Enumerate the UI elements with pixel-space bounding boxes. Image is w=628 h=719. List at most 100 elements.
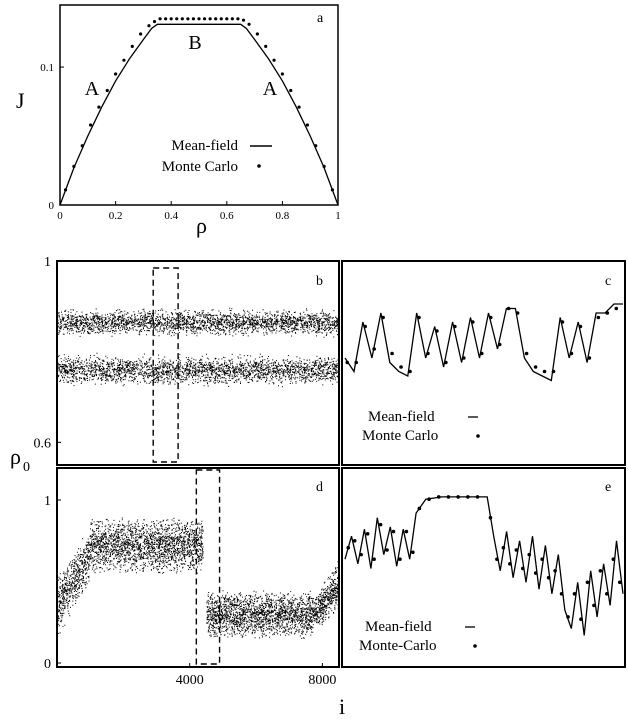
panel-d-x-tick-label: 8000 [308,673,336,688]
panel-a-point-monte-carlo [191,17,196,21]
panel-c-point-monte-carlo [408,369,412,374]
panel-a-x-tick-label: 0.2 [109,210,123,222]
panel-a-point-monte-carlo [164,17,168,21]
panel-e-legend-label: Monte-Carlo [359,638,436,654]
panel-e-point-monte-carlo [352,538,357,543]
panel-d-zoom-window [195,469,221,665]
panel-a-frame [59,4,339,206]
panel-a-point-monte-carlo [280,72,284,76]
panel-c-point-monte-carlo [542,369,547,374]
panel-e-point-monte-carlo [446,495,451,499]
panel-c-point-monte-carlo [578,324,583,329]
panel-c-point-monte-carlo [533,365,538,369]
panel-a-point-monte-carlo [158,17,162,21]
panel-d-y-tick-label: 1 [44,494,51,509]
panel-e-point-monte-carlo [579,617,583,622]
panel-c-legend-swatch-dot [476,434,480,438]
panel-a-x-tick-label: 0.4 [164,210,178,222]
panel-c-point-monte-carlo [354,360,359,365]
y-axis-title-bottom: ρ [10,444,21,469]
panel-e-point-monte-carlo [378,522,383,527]
panel-c-point-monte-carlo [435,329,439,333]
panel-c-point-monte-carlo [479,351,484,356]
panel-c-point-monte-carlo [488,315,493,320]
panel-d-scatter-points [57,517,340,639]
panel-b-y-tick-label: 1 [44,255,51,270]
panel-c-plot: Mean-field Monte Carlo [344,303,623,444]
panel-e-point-monte-carlo [605,592,609,596]
panel-c-series-mean-field [344,303,623,382]
panel-a-point-monte-carlo [147,24,151,28]
panel-e-point-monte-carlo [533,571,538,575]
panel-c-point-monte-carlo [444,360,448,365]
panel-a-point-monte-carlo [114,72,118,76]
panel-c-point-monte-carlo [470,320,475,324]
panel-c-point-monte-carlo [560,320,565,324]
panel-e-point-monte-carlo [398,557,402,562]
panel-a-x-tick-label: 0 [57,210,63,222]
panel-a-point-monte-carlo [241,18,246,22]
panel-c-legend-label: Mean-field [368,409,435,425]
panel-e-legend-label: Mean-field [365,619,432,635]
panel-e-point-monte-carlo [346,545,351,550]
panel-b-zoom-window [152,267,179,463]
panel-e-point-monte-carlo [559,592,564,596]
panel-e-point-monte-carlo [427,497,431,502]
panel-a-y-tick-label: 0 [49,200,55,212]
panel-a-point-monte-carlo [80,144,84,148]
panel-a-y-tick-label: 0.1 [40,62,54,74]
panel-e-point-monte-carlo [417,506,422,511]
panel-c-point-monte-carlo [605,311,610,315]
y-axis-title-top: J [16,88,25,113]
panel-c-point-monte-carlo [587,356,592,360]
panel-a-point-monte-carlo [202,17,207,21]
panel-d-x-tick-label: 4000 [176,673,204,688]
panel-a-point-monte-carlo [330,188,335,192]
panel-a-legend-label: Mean-field [171,138,238,154]
panel-c-point-monte-carlo [399,365,403,369]
panel-a-point-monte-carlo [272,58,276,62]
panel-label-e: e [605,480,611,495]
panel-a-point-monte-carlo [197,17,201,21]
panel-label-c: c [605,274,611,289]
panel-label-a: a [317,11,324,26]
panel-e-point-monte-carlo [527,552,532,557]
panel-e-point-monte-carlo [553,568,557,573]
panel-c-point-monte-carlo [614,306,619,311]
panel-e-point-monte-carlo [585,580,590,585]
panel-label-d: d [316,480,323,495]
panel-e-frame [341,467,626,668]
panel-e-point-monte-carlo [592,603,596,608]
panel-e-plot: Mean-field Monte-Carlo [344,495,624,654]
panel-e-point-monte-carlo [466,495,470,499]
panel-e-point-monte-carlo [411,550,415,555]
panel-a-point-monte-carlo [214,17,218,21]
panel-c-point-monte-carlo [497,342,502,347]
panel-e-point-monte-carlo [566,615,570,619]
panel-e-point-monte-carlo [508,562,512,566]
panel-e-point-monte-carlo [540,557,544,562]
panel-e-point-monte-carlo [391,529,396,534]
panel-a-legend-label: Monte Carlo [162,159,238,175]
panel-c-point-monte-carlo [453,324,457,329]
panel-c-point-monte-carlo [363,324,367,329]
panel-e-point-monte-carlo [359,552,363,557]
panel-a-annotation: A [85,78,100,100]
panel-d-frame [56,467,340,668]
panel-c-point-monte-carlo [390,351,394,356]
panel-a-point-monte-carlo [289,88,293,93]
panel-e-point-monte-carlo [520,566,525,571]
panel-e-point-monte-carlo [611,557,616,562]
panel-a-point-monte-carlo [297,105,301,109]
y-axis-title-bottom-sub: 0 [23,460,30,475]
panel-a-point-monte-carlo [139,32,143,36]
panel-a-point-monte-carlo [130,44,134,48]
panel-e-point-monte-carlo [385,548,389,552]
panel-a-point-monte-carlo [105,88,109,93]
panel-a-point-monte-carlo [255,32,259,36]
panel-e-point-monte-carlo [372,557,376,562]
panel-c-point-monte-carlo [524,351,529,356]
panel-c-point-monte-carlo [515,311,520,315]
panel-a-plot: 0 0.2 0.4 0.6 0.8 1 0 0.1 A B A Mean-field Monte Car… [40,17,341,222]
